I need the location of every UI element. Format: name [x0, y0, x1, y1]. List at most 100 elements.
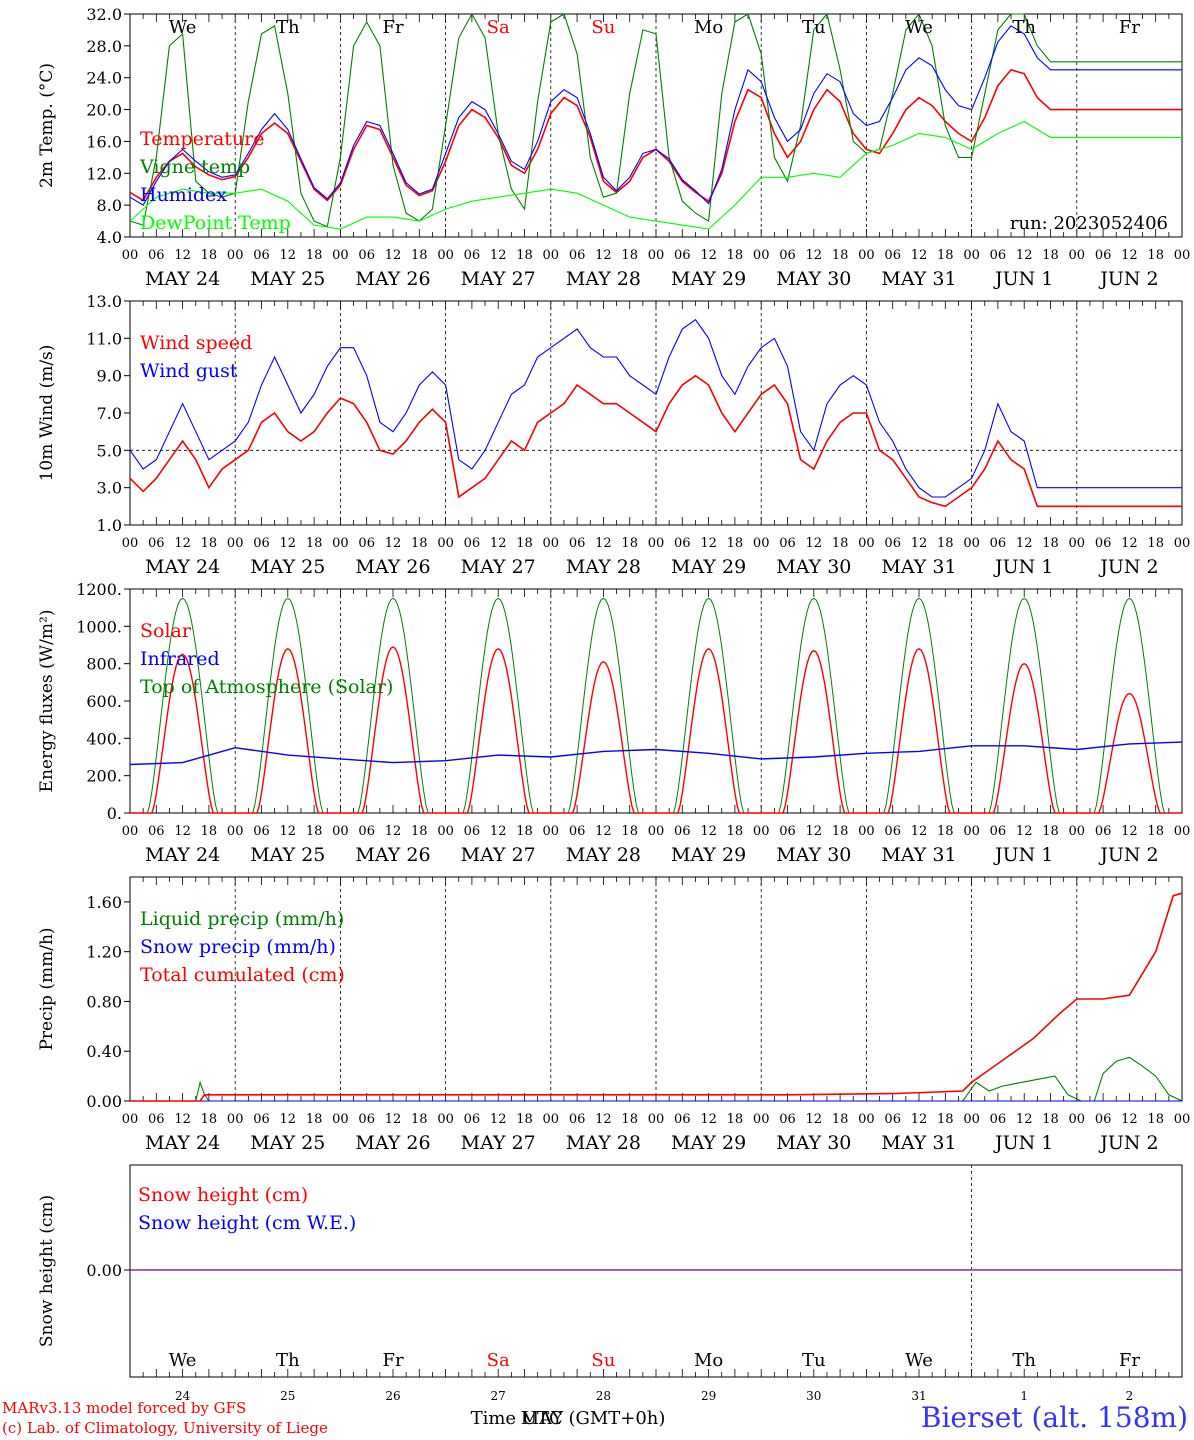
x-date-label: JUN 2: [1098, 268, 1158, 290]
x-hour-label: 18: [1147, 536, 1164, 551]
x-date-label: MAY 31: [881, 268, 956, 290]
day-name-top: Fr: [1119, 17, 1140, 38]
x-hour-label: 06: [674, 824, 691, 839]
x-hour-label: 06: [569, 248, 586, 263]
x-hour-label: 18: [727, 536, 744, 551]
x-hour-label: 00: [963, 536, 980, 551]
legend-entry: Total cumulated (cm): [140, 964, 345, 986]
x-hour-label: 12: [490, 824, 507, 839]
x-hour-label: 06: [990, 1112, 1007, 1127]
day-name-top: Th: [1012, 17, 1036, 38]
x-hour-label: 06: [148, 1112, 165, 1127]
x-hour-label: 18: [516, 1112, 533, 1127]
x-hour-label: 00: [753, 1112, 770, 1127]
x-hour-label: 18: [516, 536, 533, 551]
day-number: 27: [491, 1389, 506, 1403]
y-axis-label: 10m Wind (m/s): [37, 345, 57, 482]
x-hour-label: 18: [306, 1112, 323, 1127]
panel-3: [124, 588, 1183, 814]
y-tick-label: 5.0: [97, 441, 122, 460]
x-hour-label: 00: [1174, 248, 1191, 263]
legend-entry: Snow precip (mm/h): [140, 936, 336, 958]
x-hour-label: 12: [174, 536, 191, 551]
x-hour-label: 12: [1016, 824, 1033, 839]
x-hour-label: 06: [884, 248, 901, 263]
x-date-label: MAY 30: [776, 556, 851, 578]
day-number: 28: [596, 1389, 611, 1403]
x-hour-label: 12: [595, 824, 612, 839]
x-hour-label: 06: [990, 536, 1007, 551]
x-date-label: MAY 28: [566, 268, 641, 290]
x-hour-label: 06: [779, 824, 796, 839]
x-date-label: MAY 28: [566, 556, 641, 578]
legend-entry: DewPoint Temp: [140, 212, 291, 234]
day-name-top: We: [169, 17, 197, 38]
x-date-label: MAY 31: [881, 844, 956, 866]
y-tick-label: 4.0: [97, 228, 122, 247]
x-date-label: JUN 1: [993, 1132, 1053, 1154]
legend-entry: Snow height (cm): [138, 1184, 308, 1206]
x-hour-label: 06: [990, 248, 1007, 263]
x-hour-label: 06: [148, 536, 165, 551]
x-hour-label: 18: [306, 248, 323, 263]
x-hour-label: 00: [648, 824, 665, 839]
x-hour-label: 00: [648, 536, 665, 551]
x-hour-label: 00: [963, 824, 980, 839]
y-tick-label: 0.80: [86, 992, 122, 1011]
x-hour-label: 12: [1121, 536, 1138, 551]
day-name-bottom: Th: [1012, 1350, 1036, 1371]
x-hour-label: 00: [1069, 536, 1086, 551]
y-axis-label: 2m Temp. (°C): [37, 63, 57, 188]
x-hour-label: 00: [122, 824, 139, 839]
x-hour-label: 06: [1095, 824, 1112, 839]
x-hour-label: 18: [306, 536, 323, 551]
x-hour-label: 06: [358, 1112, 375, 1127]
x-hour-label: 00: [753, 824, 770, 839]
y-tick-label: 11.0: [86, 329, 122, 348]
x-hour-label: 18: [306, 824, 323, 839]
x-hour-label: 12: [700, 536, 717, 551]
x-hour-label: 00: [332, 536, 349, 551]
x-hour-label: 12: [385, 1112, 402, 1127]
y-tick-label: 1.20: [86, 943, 122, 962]
y-tick-label: 7.0: [97, 404, 122, 423]
day-name-top: Sa: [487, 17, 510, 38]
day-name-top: Th: [276, 17, 300, 38]
x-date-label: MAY 25: [250, 268, 325, 290]
x-hour-label: 06: [464, 248, 481, 263]
series-line: [129, 25, 1182, 206]
y-axis-label: Precip (mm/h): [37, 927, 57, 1050]
x-hour-label: 18: [621, 536, 638, 551]
x-hour-label: 00: [122, 536, 139, 551]
x-date-label: MAY 30: [776, 1132, 851, 1154]
x-hour-label: 12: [490, 248, 507, 263]
x-hour-label: 00: [648, 1112, 665, 1127]
x-hour-label: 00: [332, 824, 349, 839]
x-hour-label: 00: [122, 1112, 139, 1127]
x-hour-label: 18: [1042, 824, 1059, 839]
x-hour-label: 00: [1069, 1112, 1086, 1127]
x-hour-label: 18: [411, 248, 428, 263]
x-hour-label: 06: [884, 536, 901, 551]
x-hour-label: 18: [1042, 1112, 1059, 1127]
day-number: 26: [385, 1389, 400, 1403]
x-hour-label: 06: [1095, 1112, 1112, 1127]
x-hour-label: 12: [700, 824, 717, 839]
day-name-bottom: We: [169, 1350, 197, 1371]
x-date-label: MAY 24: [145, 844, 220, 866]
x-hour-label: 18: [1147, 248, 1164, 263]
day-name-top: Mo: [694, 17, 723, 38]
x-hour-label: 18: [201, 536, 218, 551]
x-date-label: MAY 25: [250, 1132, 325, 1154]
x-hour-label: 00: [227, 536, 244, 551]
y-tick-label: 28.0: [86, 37, 122, 56]
x-hour-label: 00: [1174, 824, 1191, 839]
y-tick-label: 32.0: [86, 5, 122, 24]
x-hour-label: 12: [490, 1112, 507, 1127]
x-date-label: MAY 31: [881, 1132, 956, 1154]
x-hour-label: 00: [1069, 248, 1086, 263]
y-tick-label: 0.00: [86, 1261, 122, 1280]
x-hour-label: 12: [1016, 536, 1033, 551]
y-tick-label: 20.0: [86, 101, 122, 120]
day-name-top: Tu: [802, 17, 826, 38]
